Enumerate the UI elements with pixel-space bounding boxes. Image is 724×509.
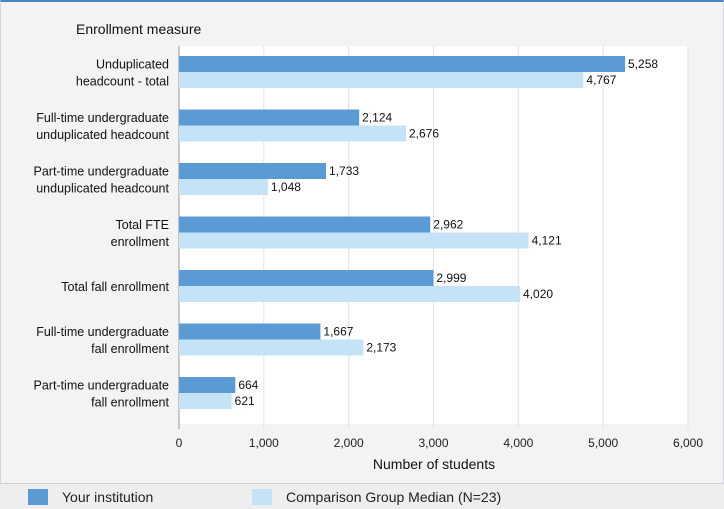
data-label: 2,124 <box>362 111 392 125</box>
category-label: unduplicated headcount <box>36 182 169 196</box>
category-label: unduplicated headcount <box>36 128 169 142</box>
x-tick-label: 6,000 <box>673 436 703 450</box>
data-label: 4,121 <box>532 234 562 248</box>
bar <box>179 286 521 302</box>
data-label: 2,999 <box>436 271 466 285</box>
data-label: 1,048 <box>271 180 301 194</box>
legend-item-your-institution: Your institution <box>28 489 153 505</box>
category-label: enrollment <box>111 235 170 249</box>
data-label: 1,667 <box>323 325 353 339</box>
category-label: Full-time undergraduate <box>36 325 169 339</box>
category-label: Total fall enrollment <box>61 280 169 294</box>
category-label: fall enrollment <box>91 342 169 356</box>
category-label: Part-time undergraduate <box>34 165 170 179</box>
data-label: 4,020 <box>523 287 553 301</box>
bar <box>179 179 268 195</box>
x-tick-label: 5,000 <box>588 436 618 450</box>
data-label: 621 <box>235 394 255 408</box>
bar <box>179 216 431 233</box>
x-tick-label: 4,000 <box>503 436 533 450</box>
category-label: Full-time undergraduate <box>36 111 169 125</box>
data-label: 664 <box>238 378 258 392</box>
category-label: fall enrollment <box>91 396 169 410</box>
data-label: 5,258 <box>628 57 658 71</box>
data-label: 2,962 <box>433 218 463 232</box>
bar <box>179 125 407 142</box>
legend-label-your-institution: Your institution <box>62 489 154 505</box>
bar <box>179 270 434 286</box>
bar <box>179 109 360 126</box>
x-tick-label: 3,000 <box>418 436 448 450</box>
legend-swatch-comparison-group <box>252 489 272 505</box>
bar <box>179 377 236 393</box>
category-label: Part-time undergraduate <box>34 379 170 393</box>
category-label: Total FTE <box>116 218 170 232</box>
legend-swatch-your-institution <box>28 489 48 505</box>
x-tick-label: 1,000 <box>249 436 279 450</box>
legend-label-comparison-group: Comparison Group Median (N=23) <box>286 489 502 505</box>
labels: 0 1,000 2,000 3,000 4,000 5,000 6,000 5,258 4,76… <box>34 57 704 450</box>
bar-chart: Enrollment measure Number of students 0 1… <box>34 21 704 472</box>
category-label: headcount - total <box>76 75 169 89</box>
data-label: 4,767 <box>586 73 616 87</box>
data-label: 2,173 <box>366 341 396 355</box>
bar <box>179 339 364 356</box>
bar <box>179 163 327 179</box>
data-label: 2,676 <box>409 127 439 141</box>
x-axis-label: Number of students <box>373 456 495 472</box>
legend-item-comparison-group: Comparison Group Median (N=23) <box>252 489 501 505</box>
bar <box>179 232 529 249</box>
data-label: 1,733 <box>329 164 359 178</box>
x-tick-label: 0 <box>176 436 183 450</box>
legend: Your institution Comparison Group Median… <box>0 483 724 509</box>
bar <box>179 72 584 88</box>
chart-title: Enrollment measure <box>76 21 201 37</box>
bars <box>179 56 626 409</box>
bar <box>179 323 321 340</box>
bar <box>179 56 626 72</box>
x-tick-label: 2,000 <box>334 436 364 450</box>
category-label: Unduplicated <box>96 58 169 72</box>
bar <box>179 393 232 409</box>
